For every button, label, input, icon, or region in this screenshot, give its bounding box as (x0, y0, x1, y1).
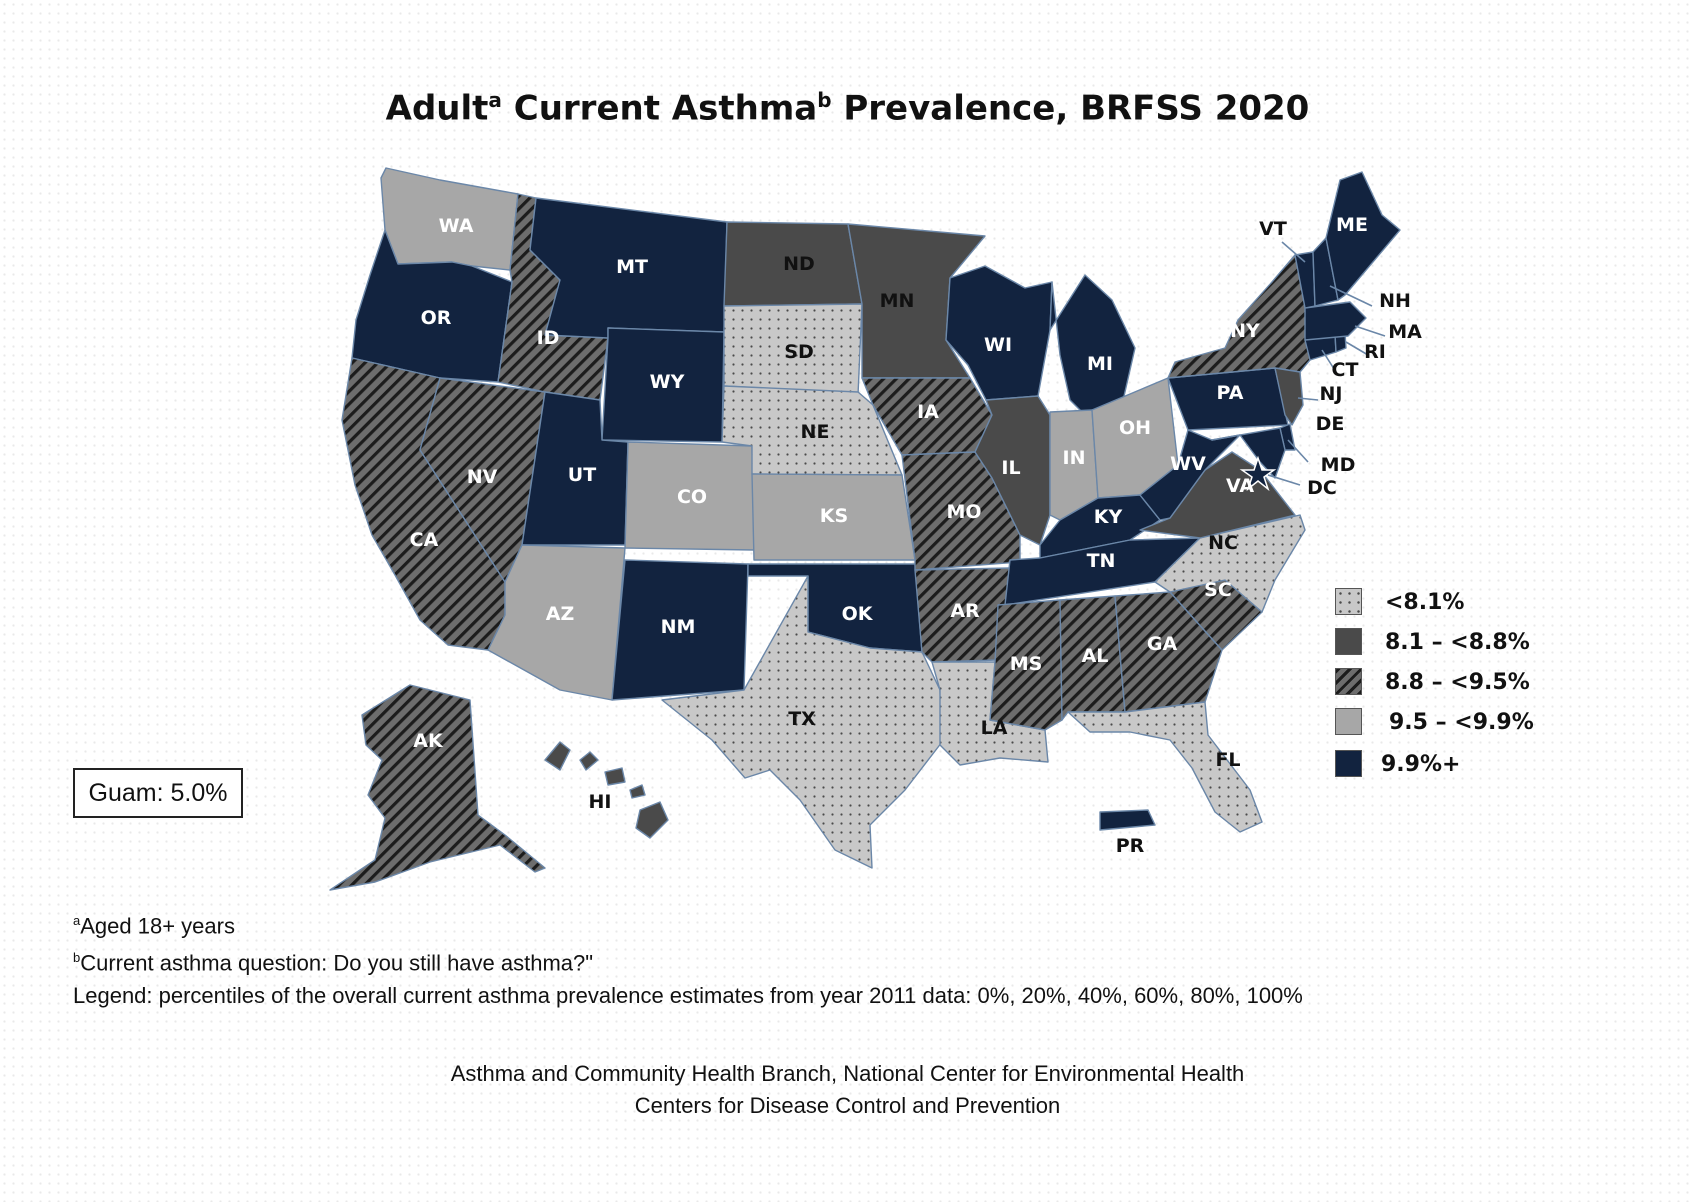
footnote-b: bCurrent asthma question: Do you still h… (73, 950, 594, 976)
state-NJ (1274, 367, 1304, 426)
state-label-AK: AK (413, 730, 444, 752)
state-label-LA: LA (981, 717, 1008, 739)
state-label-MI: MI (1087, 353, 1113, 375)
legend-swatch (1335, 708, 1362, 735)
state-label-IA: IA (917, 401, 939, 423)
state-AZ (487, 544, 626, 701)
state-label-NH: NH (1379, 290, 1411, 312)
state-label-UT: UT (568, 464, 596, 486)
legend-swatch (1335, 750, 1362, 777)
state-label-RI: RI (1364, 341, 1386, 363)
state-MN (847, 223, 986, 379)
state-FL (1067, 701, 1263, 833)
source-credit: Asthma and Community Health Branch, Nati… (450, 1061, 1245, 1118)
state-label-PA: PA (1217, 382, 1244, 404)
state-label-MT: MT (616, 256, 648, 278)
state-label-SD: SD (784, 341, 813, 363)
state-label-TX: TX (788, 708, 816, 730)
state-label-MA: MA (1388, 321, 1422, 343)
state-label-WV: WV (1170, 453, 1206, 475)
dc-star-icon (1239, 455, 1277, 492)
state-WI (945, 265, 1053, 401)
map-title: Adulta Current Asthmab Prevalence, BRFSS… (385, 88, 1310, 129)
state-label-DE: DE (1316, 413, 1345, 435)
state-label-NM: NM (661, 616, 696, 638)
state-label-PR: PR (1116, 835, 1145, 857)
state-label-TN: TN (1087, 550, 1116, 572)
state-label-MN: MN (880, 290, 915, 312)
state-label-HI: HI (589, 791, 612, 813)
state-label-KY: KY (1094, 506, 1123, 528)
state-label-GA: GA (1147, 633, 1178, 655)
state-label-ME: ME (1336, 214, 1368, 236)
state-AK (329, 684, 546, 891)
state-NY (1167, 254, 1311, 379)
state-label-SC: SC (1204, 579, 1232, 601)
state-label-MO: MO (946, 501, 981, 523)
state-label-NV: NV (467, 466, 498, 488)
state-labels: WA OR CA NV ID MT WY UT CO AZ NM ND SD NE KS OK TX MN IA MO… (410, 214, 1422, 857)
legend-swatch (1335, 668, 1362, 695)
state-label-DC: DC (1307, 477, 1337, 499)
state-label-OR: OR (421, 307, 452, 329)
state-label-MS: MS (1010, 653, 1043, 675)
state-label-NC: NC (1208, 532, 1238, 554)
state-MA (1304, 301, 1367, 341)
footnotes: aAged 18+ years bCurrent asthma question… (73, 905, 1303, 1012)
guam-value-box: Guam: 5.0% (73, 768, 243, 818)
state-label-NY: NY (1230, 320, 1260, 342)
state-label-IN: IN (1063, 447, 1086, 469)
state-label-OH: OH (1119, 417, 1151, 439)
state-label-VT: VT (1259, 218, 1287, 240)
state-label-WY: WY (650, 371, 685, 393)
state-label-IL: IL (1001, 457, 1020, 479)
state-label-CA: CA (410, 529, 439, 551)
callout-leader-lines (1267, 241, 1386, 486)
state-label-AZ: AZ (546, 603, 574, 625)
state-MI (1049, 274, 1136, 413)
state-label-NE: NE (801, 421, 830, 443)
state-label-CT: CT (1332, 359, 1359, 381)
state-HI (544, 741, 669, 839)
state-PR (1099, 809, 1156, 831)
state-label-KS: KS (820, 505, 848, 527)
state-label-AR: AR (950, 600, 980, 622)
state-label-FL: FL (1215, 749, 1240, 771)
state-WY (601, 327, 725, 443)
legend-note: Legend: percentiles of the overall curre… (73, 982, 1303, 1008)
state-label-ID: ID (537, 327, 560, 349)
legend-swatch (1335, 588, 1362, 615)
state-label-NJ: NJ (1320, 383, 1343, 405)
state-label-AL: AL (1082, 645, 1109, 667)
state-GA (1114, 591, 1223, 713)
state-ME (1325, 171, 1401, 301)
state-label-WA: WA (439, 215, 474, 237)
state-label-MD: MD (1321, 454, 1356, 476)
footnote-a: aAged 18+ years (73, 913, 235, 939)
state-TX (661, 575, 943, 869)
state-IL (974, 395, 1051, 546)
state-label-VA: VA (1226, 475, 1254, 497)
state-label-WI: WI (984, 334, 1012, 356)
state-label-ND: ND (783, 253, 815, 275)
state-AR (914, 567, 1011, 663)
state-label-CO: CO (677, 486, 707, 508)
state-label-OK: OK (842, 603, 874, 625)
legend-swatch (1335, 628, 1362, 655)
